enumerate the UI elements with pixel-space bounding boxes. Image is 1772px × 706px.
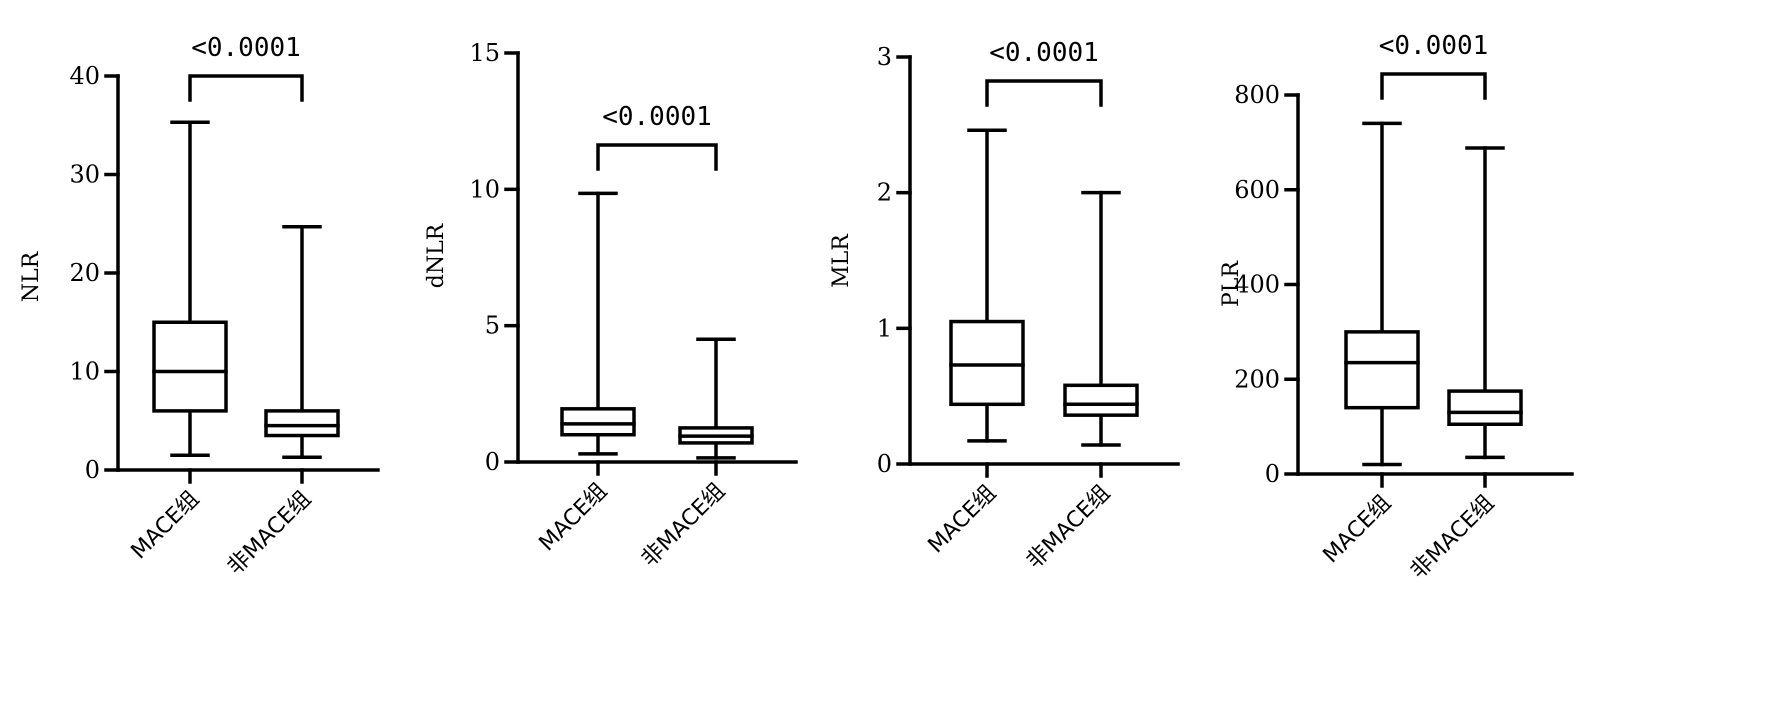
y-tick-label: 2 bbox=[877, 179, 892, 207]
significance-bracket bbox=[596, 143, 718, 171]
y-tick-label: 200 bbox=[1234, 365, 1280, 393]
x-category-label: MACE组 bbox=[924, 481, 1002, 559]
y-axis-label: PLR bbox=[1219, 260, 1244, 307]
y-tick-label: 600 bbox=[1234, 176, 1280, 204]
y-tick-label: 0 bbox=[485, 448, 500, 476]
y-tick-label: 0 bbox=[1265, 460, 1280, 488]
box-iqr bbox=[949, 319, 1025, 407]
x-category-label: MACE组 bbox=[535, 479, 613, 557]
box-2 bbox=[264, 224, 340, 459]
x-category-label: MACE组 bbox=[127, 487, 205, 565]
box-iqr bbox=[1344, 330, 1420, 410]
y-tick-label: 1 bbox=[877, 314, 892, 342]
box-2 bbox=[1063, 190, 1139, 447]
box-1 bbox=[152, 120, 228, 457]
y-tick-label: 10 bbox=[469, 175, 500, 203]
significance-bracket bbox=[188, 74, 304, 102]
y-tick-label: 40 bbox=[69, 62, 100, 90]
significance-label: <0.0001 bbox=[602, 102, 712, 132]
y-tick-label: 5 bbox=[485, 312, 500, 340]
box-1 bbox=[560, 191, 636, 456]
significance-bracket bbox=[1380, 72, 1487, 100]
x-category-label: 非MACE组 bbox=[223, 487, 316, 580]
y-tick-label: 15 bbox=[469, 39, 500, 67]
significance-label: <0.0001 bbox=[1379, 31, 1489, 61]
y-axis-label: MLR bbox=[829, 233, 854, 288]
x-category-label: 非MACE组 bbox=[1022, 481, 1115, 574]
panel-2: 0 5 10 15 dNLR MACE组 非MACE组 <0.0001 bbox=[424, 39, 798, 572]
x-category-label: MACE组 bbox=[1319, 491, 1397, 569]
box-1 bbox=[949, 128, 1025, 443]
significance-label: <0.0001 bbox=[989, 38, 1099, 68]
x-category-label: 非MACE组 bbox=[637, 479, 730, 572]
panel-4: 0 200 400 600 800 PLR MACE组 非MACE组 <0.0001 bbox=[1219, 31, 1574, 584]
box-iqr bbox=[1447, 389, 1523, 427]
y-tick-label: 800 bbox=[1234, 81, 1280, 109]
box-2 bbox=[1447, 146, 1523, 460]
box-iqr bbox=[1063, 383, 1139, 417]
box-iqr bbox=[560, 407, 636, 437]
y-tick-label: 400 bbox=[1234, 271, 1280, 299]
y-tick-label: 0 bbox=[85, 456, 100, 484]
y-tick-label: 10 bbox=[69, 358, 100, 386]
y-axis-label: NLR bbox=[19, 250, 44, 302]
panel-3: 0 1 2 3 MLR MACE组 非MACE组 <0.0001 bbox=[829, 38, 1180, 574]
y-tick-label: 3 bbox=[877, 43, 892, 71]
y-tick-label: 20 bbox=[69, 259, 100, 287]
box-1 bbox=[1344, 121, 1420, 467]
x-category-label: 非MACE组 bbox=[1406, 491, 1499, 584]
box-iqr bbox=[264, 409, 340, 438]
box-2 bbox=[678, 337, 754, 460]
y-axis-label: dNLR bbox=[424, 222, 449, 288]
significance-label: <0.0001 bbox=[191, 33, 301, 63]
y-tick-label: 0 bbox=[877, 450, 892, 478]
box-iqr bbox=[152, 320, 228, 413]
y-tick-label: 30 bbox=[69, 161, 100, 189]
panel-1: 0 10 20 30 40 NLR MACE组 非MACE组 <0.0001 bbox=[19, 33, 380, 580]
significance-bracket bbox=[985, 79, 1103, 107]
